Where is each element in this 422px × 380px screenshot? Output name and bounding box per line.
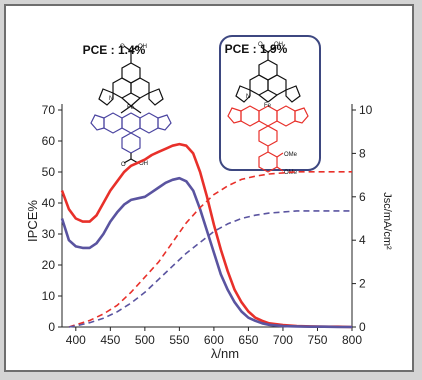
molecule-right-label-2: Fe — [264, 103, 272, 109]
molecule-left-label-4: OH — [139, 161, 148, 167]
x-tick-label: 750 — [307, 333, 327, 347]
x-tick-label: 400 — [66, 333, 86, 347]
y-left-tick-label: 10 — [42, 289, 56, 303]
molecule-left-label-5: O — [121, 162, 126, 168]
y-right-tick-label: 4 — [359, 233, 366, 247]
series-line-1 — [60, 176, 352, 329]
ipce-chart: OH O Fe N OH O — [25, 35, 393, 361]
x-tick-label: 500 — [135, 333, 155, 347]
figure-frame: OH O Fe N OH O — [4, 4, 414, 372]
molecule-right-label-1: O — [258, 42, 263, 48]
annotation-pce2: PCE : 1.9% — [225, 42, 288, 56]
molecule-right-label-4: OMe — [284, 152, 298, 158]
molecule-left-label-2: Fe — [127, 105, 135, 111]
x-tick-label: 450 — [100, 333, 120, 347]
x-tick-label: 700 — [273, 333, 293, 347]
x-tick-label: 650 — [238, 333, 258, 347]
x-axis-title: λ/nm — [211, 346, 239, 361]
series-line-2 — [68, 171, 352, 328]
molecule-left-label-3: N — [109, 96, 113, 102]
y-left-tick-label: 30 — [42, 227, 56, 241]
highlight-box — [219, 35, 321, 171]
y-right-tick-label: 6 — [359, 190, 366, 204]
series-line-0 — [60, 142, 353, 329]
y-left-tick-label: 20 — [42, 258, 56, 272]
y-left-tick-label: 70 — [42, 103, 56, 117]
molecule-right-label-0: OH — [274, 42, 283, 48]
x-tick-label: 800 — [342, 333, 362, 347]
x-tick-label: 550 — [169, 333, 189, 347]
y-right-tick-label: 0 — [359, 320, 366, 334]
molecule-left-label-0: OH — [138, 44, 147, 50]
molecule-right-label-3: N — [246, 94, 250, 100]
molecule-left-label-1: O — [120, 44, 125, 50]
series-line-3 — [68, 210, 352, 328]
y-left-tick-label: 0 — [48, 320, 55, 334]
plot-axes: 400 450 500 550 600 650 700 750 8000102030405060… — [42, 103, 373, 347]
y-right-tick-label: 2 — [359, 277, 366, 291]
molecule-right — [227, 46, 309, 173]
annotation-pce1: PCE : 1.4% — [83, 43, 146, 57]
y-right-axis-title: Jsc/mA/cm² — [381, 192, 393, 250]
x-tick-label: 600 — [204, 333, 224, 347]
y-right-tick-label: 10 — [359, 103, 373, 117]
y-left-tick-label: 40 — [42, 196, 56, 210]
plot-series — [60, 142, 353, 329]
y-left-tick-label: 50 — [42, 165, 56, 179]
y-left-tick-label: 60 — [42, 134, 56, 148]
molecule-left — [90, 45, 172, 164]
y-right-tick-label: 8 — [359, 146, 366, 160]
y-left-axis-title: IPCE% — [25, 200, 40, 242]
